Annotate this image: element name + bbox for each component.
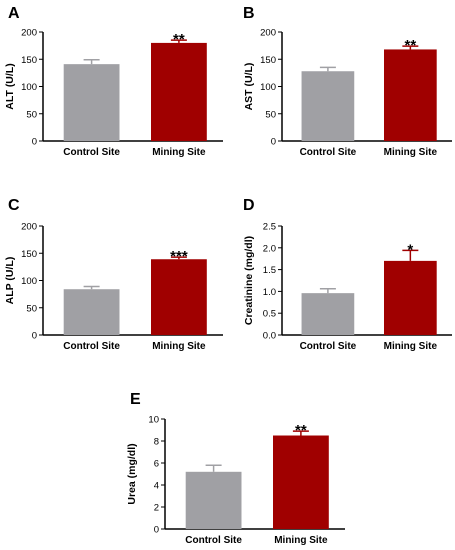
- y-axis-title: Creatinine (mg/dl): [243, 236, 255, 325]
- bar-mining-site: [151, 259, 207, 335]
- y-tick-label: 0: [271, 137, 276, 148]
- y-tick-label: 100: [21, 82, 37, 93]
- y-tick-label: 50: [265, 109, 276, 120]
- chart-panel-c: C 0 50 100 150 200 ALP (U/L) Control Site Mining…: [4, 197, 223, 352]
- bar-mining-site: [384, 49, 437, 141]
- significance-marker: *: [407, 241, 413, 258]
- y-tick-label: 4: [154, 481, 159, 492]
- y-tick-label: 10: [148, 415, 159, 426]
- bar-mining-site: [384, 260, 437, 335]
- chart-panel-e: E 0 2 4 6 8 10 Urea (mg/dl) Control Site Mining S…: [126, 391, 345, 546]
- y-tick-label: 2: [154, 503, 159, 514]
- x-tick-label: Mining Site: [274, 535, 328, 546]
- panel-label: B: [243, 5, 255, 22]
- y-tick-label: 0: [32, 137, 37, 148]
- x-tick-label: Mining Site: [384, 147, 438, 158]
- chart-panel-d: D 0.0 0.5 1.0 1.5 2.0 2.5 Creatinine (mg/dl) Con…: [243, 197, 452, 352]
- chart-panel-b: B 0 50 100 150 200 AST (U/L) Control Site Mining…: [243, 5, 452, 158]
- y-tick-label: 150: [21, 249, 37, 260]
- y-tick-label: 1.0: [263, 287, 276, 298]
- bar-control-site: [301, 293, 355, 335]
- y-tick-label: 100: [21, 276, 37, 287]
- y-tick-label: 150: [21, 55, 37, 66]
- y-axis-title: Urea (mg/dl): [126, 443, 138, 504]
- bar-control-site: [301, 71, 355, 141]
- y-axis-title: AST (U/L): [243, 63, 255, 111]
- y-tick-label: 0.5: [263, 309, 276, 320]
- y-tick-label: 2.5: [263, 222, 276, 233]
- y-tick-label: 1.5: [263, 265, 276, 276]
- x-tick-label: Control Site: [300, 147, 357, 158]
- panel-label: C: [8, 197, 20, 214]
- x-tick-label: Mining Site: [152, 341, 206, 352]
- x-tick-label: Mining Site: [152, 147, 206, 158]
- x-tick-label: Control Site: [185, 535, 242, 546]
- panel-label: E: [130, 391, 141, 408]
- y-tick-label: 200: [21, 28, 37, 39]
- y-tick-label: 0.0: [263, 331, 276, 342]
- panel-label: A: [8, 5, 20, 22]
- y-tick-label: 6: [154, 459, 159, 470]
- y-tick-label: 8: [154, 437, 159, 448]
- x-tick-label: Control Site: [63, 147, 120, 158]
- bar-control-site: [63, 289, 120, 335]
- significance-marker: **: [295, 422, 307, 439]
- x-tick-label: Mining Site: [384, 341, 438, 352]
- y-axis-title: ALT (U/L): [4, 63, 16, 109]
- significance-marker: ***: [170, 248, 188, 265]
- chart-panel-a: A 0 50 100 150 200 ALT (U/L) Control Site Mining…: [4, 5, 223, 158]
- bar-control-site: [185, 471, 242, 529]
- y-tick-label: 200: [260, 28, 276, 39]
- y-axis-title: ALP (U/L): [4, 257, 16, 305]
- significance-marker: **: [405, 37, 417, 54]
- y-tick-label: 100: [260, 82, 276, 93]
- y-tick-label: 50: [26, 303, 37, 314]
- y-tick-label: 2.0: [263, 243, 276, 254]
- y-tick-label: 150: [260, 55, 276, 66]
- y-tick-label: 50: [26, 109, 37, 120]
- y-tick-label: 200: [21, 222, 37, 233]
- y-tick-label: 0: [154, 525, 159, 536]
- y-tick-label: 0: [32, 331, 37, 342]
- x-tick-label: Control Site: [300, 341, 357, 352]
- bar-mining-site: [151, 42, 207, 141]
- panel-label: D: [243, 197, 255, 214]
- significance-marker: **: [173, 31, 185, 48]
- x-tick-label: Control Site: [63, 341, 120, 352]
- bar-mining-site: [273, 435, 329, 529]
- bar-control-site: [63, 64, 120, 141]
